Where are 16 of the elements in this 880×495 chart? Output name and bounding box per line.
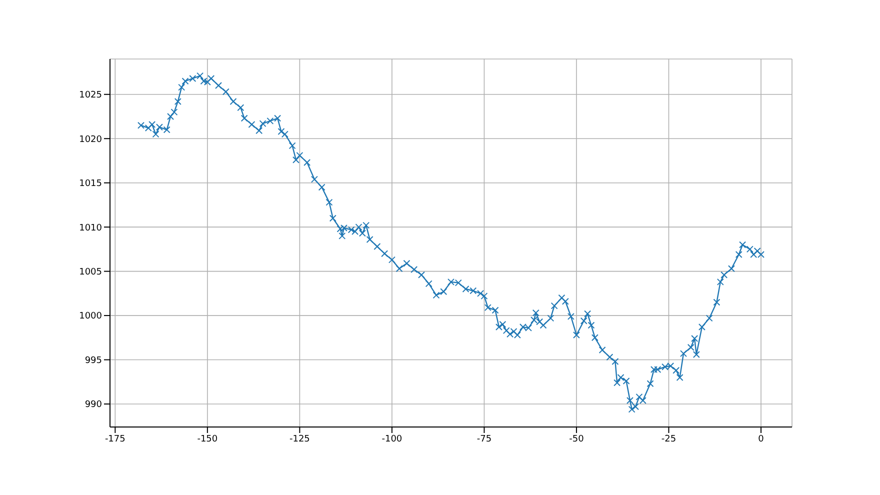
y-tick-label: 1020: [79, 134, 102, 145]
x-tick-label: -50: [569, 434, 584, 444]
y-tick-label: 1010: [79, 223, 102, 234]
x-tick-label: -150: [197, 434, 218, 444]
x-tick-label: 0: [758, 434, 764, 444]
y-tick-label: 1000: [79, 312, 102, 322]
y-tick-label: 995: [84, 356, 102, 366]
y-tick-label: 1025: [79, 90, 102, 101]
x-tick-label: -125: [289, 434, 310, 444]
x-tick-label: -75: [476, 434, 492, 444]
y-tick-label: 990: [84, 400, 102, 410]
y-tick-label: 1015: [79, 179, 102, 190]
x-tick-label: -175: [104, 434, 126, 444]
x-tick-label: -100: [382, 434, 402, 444]
x-tick-label: -25: [661, 434, 676, 444]
y-tick-label: 1005: [79, 268, 102, 278]
